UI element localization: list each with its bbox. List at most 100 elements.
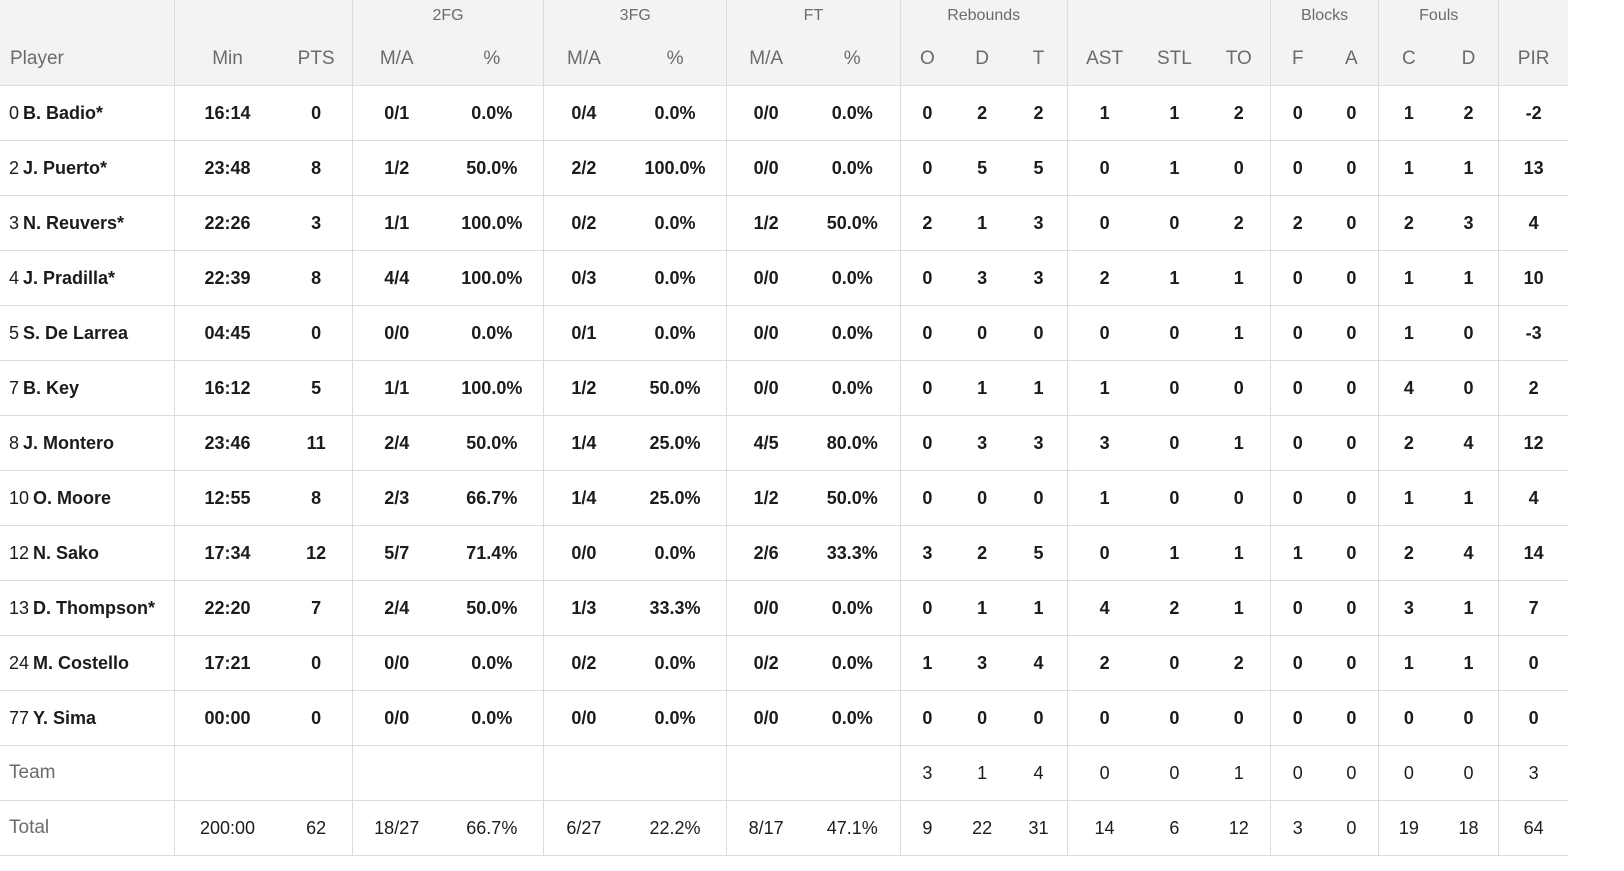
player-name[interactable]: O. Moore <box>33 487 112 508</box>
stat-stl: 2 <box>1141 580 1208 636</box>
stat-foul-d: 3 <box>1438 195 1500 251</box>
table-row: 2 J. Puerto* 23:48 8 1/2 50.0% 2/2 100.0% 0/0 0.0… <box>0 140 1568 196</box>
stat-fg2-pct: 50.0% <box>440 415 545 471</box>
player-cell[interactable]: 77 Y. Sima <box>0 690 175 746</box>
stat-reb-d: 3 <box>954 635 1011 691</box>
stat-blk-f: 0 <box>1270 580 1325 636</box>
stat-ft-pct: 0.0% <box>804 85 901 141</box>
col-min[interactable]: Min <box>174 32 281 86</box>
stat-pir: 12 <box>1498 415 1568 471</box>
stat-ft-ma: 8/17 <box>726 800 805 856</box>
stat-ast: 0 <box>1067 305 1142 361</box>
stat-reb-t: 5 <box>1010 525 1068 581</box>
stat-stl: 0 <box>1141 635 1208 691</box>
col-ft-ma[interactable]: M/A <box>726 32 805 86</box>
stat-foul-d: 1 <box>1438 635 1500 691</box>
player-name[interactable]: N. Reuvers* <box>23 212 125 233</box>
group-fouls: Fouls <box>1378 0 1500 32</box>
stat-foul-d: 18 <box>1438 800 1500 856</box>
player-name[interactable]: J. Pradilla* <box>23 267 116 288</box>
stat-fg3-ma: 1/4 <box>543 470 624 526</box>
col-blk-f[interactable]: F <box>1270 32 1325 86</box>
stat-to: 0 <box>1207 360 1272 416</box>
stat-fg2-ma: 1/1 <box>352 195 441 251</box>
stat-reb-d: 0 <box>954 690 1011 746</box>
player-name[interactable]: B. Badio* <box>23 102 104 123</box>
stat-ft-pct: 50.0% <box>804 195 901 251</box>
col-2fg-ma[interactable]: M/A <box>352 32 441 86</box>
player-name[interactable]: Y. Sima <box>33 707 97 728</box>
group-ft: FT <box>726 0 901 32</box>
stat-pts: 0 <box>280 85 353 141</box>
table-row: 12 N. Sako 17:34 12 5/7 71.4% 0/0 0.0% 2/6 33.3% 3… <box>0 525 1568 581</box>
stat-stl: 0 <box>1141 470 1208 526</box>
stat-fg3-ma: 0/0 <box>543 525 624 581</box>
stat-foul-d: 0 <box>1438 305 1500 361</box>
player-cell[interactable]: 12 N. Sako <box>0 525 175 581</box>
stat-foul-d: 0 <box>1438 360 1500 416</box>
col-to[interactable]: TO <box>1207 32 1272 86</box>
stat-reb-t: 5 <box>1010 140 1068 196</box>
col-2fg-pct[interactable]: % <box>440 32 545 86</box>
player-cell[interactable]: 10 O. Moore <box>0 470 175 526</box>
player-cell[interactable]: 13 D. Thompson* <box>0 580 175 636</box>
player-cell[interactable]: 4 J. Pradilla* <box>0 250 175 306</box>
stat-foul-c: 0 <box>1378 745 1439 801</box>
stat-ft-pct: 0.0% <box>804 690 901 746</box>
stat-blk-f: 0 <box>1270 140 1325 196</box>
player-name[interactable]: M. Costello <box>33 652 130 673</box>
stat-reb-t: 0 <box>1010 305 1068 361</box>
stat-ft-ma: 2/6 <box>726 525 805 581</box>
col-reb-o[interactable]: O <box>900 32 955 86</box>
col-reb-t[interactable]: T <box>1010 32 1068 86</box>
stat-fg3-pct: 0.0% <box>623 305 728 361</box>
stat-foul-d: 4 <box>1438 525 1500 581</box>
player-name[interactable]: J. Montero <box>23 432 115 453</box>
col-pts[interactable]: PTS <box>280 32 353 86</box>
stat-to: 2 <box>1207 635 1272 691</box>
player-name[interactable]: S. De Larrea <box>23 322 129 343</box>
player-cell[interactable]: 24 M. Costello <box>0 635 175 691</box>
table-row: 13 D. Thompson* 22:20 7 2/4 50.0% 1/3 33.3% 0/0 0… <box>0 580 1568 636</box>
stat-reb-d: 1 <box>954 195 1011 251</box>
stat-fg2-pct: 0.0% <box>440 690 545 746</box>
col-blk-a[interactable]: A <box>1324 32 1380 86</box>
stat-blk-a: 0 <box>1324 195 1380 251</box>
col-ast[interactable]: AST <box>1067 32 1142 86</box>
stat-stl: 0 <box>1141 360 1208 416</box>
col-reb-d[interactable]: D <box>954 32 1011 86</box>
group-empty-min-pts <box>174 0 353 32</box>
player-cell[interactable]: 2 J. Puerto* <box>0 140 175 196</box>
col-player[interactable]: Player <box>0 32 175 86</box>
col-3fg-ma[interactable]: M/A <box>543 32 624 86</box>
stat-reb-o: 0 <box>900 690 955 746</box>
player-name[interactable]: B. Key <box>23 377 80 398</box>
stat-fg2-ma: 5/7 <box>352 525 441 581</box>
stat-reb-o: 0 <box>900 580 955 636</box>
stat-pir: 3 <box>1498 745 1568 801</box>
col-foul-d[interactable]: D <box>1438 32 1500 86</box>
stat-foul-c: 19 <box>1378 800 1439 856</box>
stat-ast: 14 <box>1067 800 1142 856</box>
stat-pts: 0 <box>280 690 353 746</box>
col-ft-pct[interactable]: % <box>804 32 901 86</box>
player-name[interactable]: J. Puerto* <box>23 157 108 178</box>
stat-ast: 0 <box>1067 745 1142 801</box>
stat-to: 0 <box>1207 690 1272 746</box>
player-cell[interactable]: 5 S. De Larrea <box>0 305 175 361</box>
col-3fg-pct[interactable]: % <box>623 32 728 86</box>
stat-foul-c: 1 <box>1378 635 1439 691</box>
player-cell[interactable]: 3 N. Reuvers* <box>0 195 175 251</box>
player-cell[interactable]: 0 B. Badio* <box>0 85 175 141</box>
stat-fg3-pct: 33.3% <box>623 580 728 636</box>
stat-ft-ma: 0/0 <box>726 690 805 746</box>
stat-min: 23:48 <box>174 140 281 196</box>
col-pir[interactable]: PIR <box>1498 32 1568 86</box>
col-foul-c[interactable]: C <box>1378 32 1439 86</box>
player-name[interactable]: N. Sako <box>33 542 100 563</box>
col-stl[interactable]: STL <box>1141 32 1208 86</box>
player-cell[interactable]: 7 B. Key <box>0 360 175 416</box>
player-name[interactable]: D. Thompson* <box>33 597 156 618</box>
player-cell[interactable]: 8 J. Montero <box>0 415 175 471</box>
table-row: 24 M. Costello 17:21 0 0/0 0.0% 0/2 0.0% 0/2 0.0%… <box>0 635 1568 691</box>
